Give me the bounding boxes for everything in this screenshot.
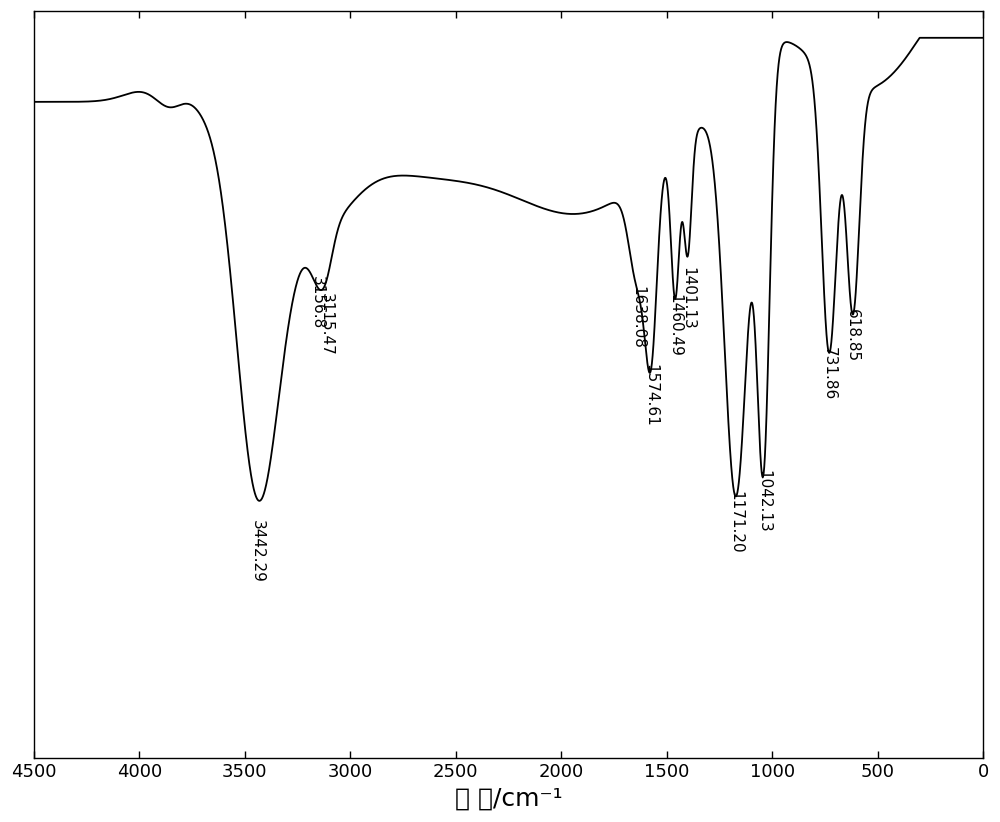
Text: 3442.29: 3442.29 [250,520,265,583]
Text: 1401.13: 1401.13 [680,267,695,330]
Text: 1574.61: 1574.61 [644,364,659,427]
Text: 1171.20: 1171.20 [729,491,744,553]
Text: 1042.13: 1042.13 [756,470,771,533]
Text: 618.85: 618.85 [845,309,860,363]
Text: 3156.8: 3156.8 [310,276,325,330]
Text: 1460.49: 1460.49 [668,293,683,357]
X-axis label: 波 数/cm⁻¹: 波 数/cm⁻¹ [455,787,562,810]
Text: 731.86: 731.86 [821,347,836,400]
Text: 3115.47: 3115.47 [318,293,333,356]
Text: 1638.08: 1638.08 [630,286,645,349]
